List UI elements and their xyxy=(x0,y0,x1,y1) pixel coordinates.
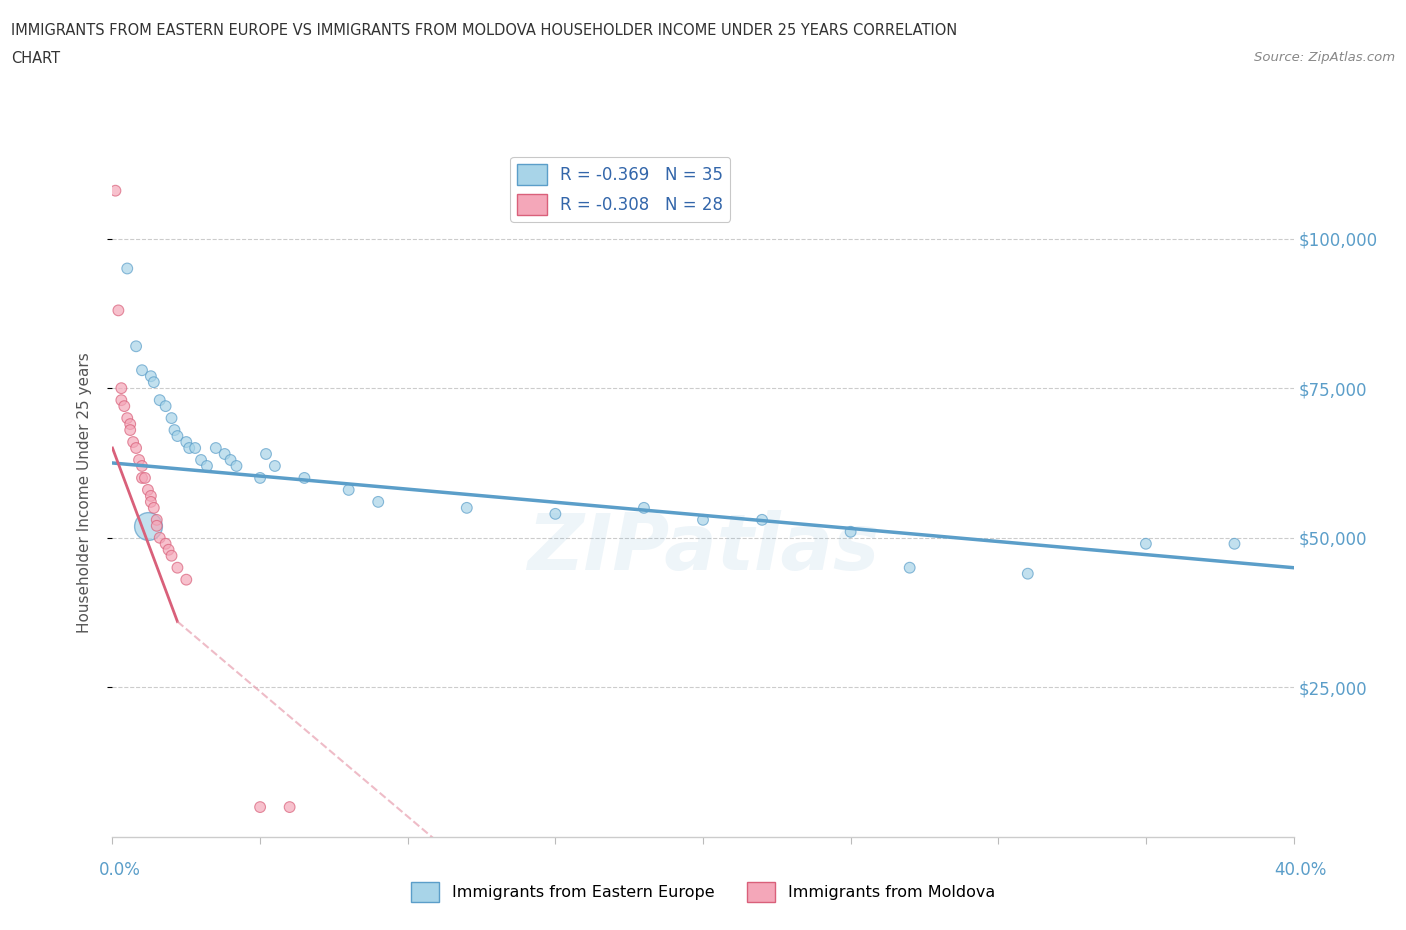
Point xyxy=(278,800,301,815)
Point xyxy=(122,434,145,449)
Point xyxy=(125,339,148,353)
Point xyxy=(149,392,172,407)
Point xyxy=(125,441,148,456)
Point xyxy=(107,303,129,318)
Point xyxy=(157,542,180,557)
Point xyxy=(751,512,773,527)
Point xyxy=(139,495,162,510)
Point xyxy=(166,429,188,444)
Point xyxy=(839,525,862,539)
Point xyxy=(155,399,177,414)
Point xyxy=(131,458,153,473)
Point xyxy=(249,471,271,485)
Point xyxy=(205,441,228,456)
Point xyxy=(134,471,156,485)
Text: IMMIGRANTS FROM EASTERN EUROPE VS IMMIGRANTS FROM MOLDOVA HOUSEHOLDER INCOME UND: IMMIGRANTS FROM EASTERN EUROPE VS IMMIGR… xyxy=(11,23,957,38)
Point xyxy=(160,549,183,564)
Point xyxy=(254,446,277,461)
Text: Source: ZipAtlas.com: Source: ZipAtlas.com xyxy=(1254,51,1395,64)
Point xyxy=(190,453,212,468)
Point xyxy=(214,446,236,461)
Point xyxy=(264,458,287,473)
Point xyxy=(174,434,197,449)
Point xyxy=(120,417,142,432)
Point xyxy=(136,518,159,533)
Point xyxy=(142,500,165,515)
Point xyxy=(136,483,159,498)
Point xyxy=(225,458,247,473)
Y-axis label: Householder Income Under 25 years: Householder Income Under 25 years xyxy=(77,352,91,633)
Text: 0.0%: 0.0% xyxy=(98,860,141,879)
Point xyxy=(184,441,207,456)
Point xyxy=(367,495,389,510)
Point xyxy=(544,507,567,522)
Point xyxy=(128,453,150,468)
Point xyxy=(633,500,655,515)
Point xyxy=(249,800,271,815)
Point xyxy=(163,422,186,437)
Point xyxy=(219,453,242,468)
Point xyxy=(195,458,218,473)
Point xyxy=(155,537,177,551)
Text: CHART: CHART xyxy=(11,51,60,66)
Point xyxy=(112,399,135,414)
Point xyxy=(110,380,132,395)
Text: 40.0%: 40.0% xyxy=(1274,860,1327,879)
Point xyxy=(456,500,478,515)
Point xyxy=(1223,537,1246,551)
Point xyxy=(179,441,201,456)
Point xyxy=(142,375,165,390)
Point xyxy=(104,183,127,198)
Point xyxy=(131,471,153,485)
Point xyxy=(117,261,138,276)
Point xyxy=(120,422,142,437)
Point xyxy=(1017,566,1039,581)
Point xyxy=(292,471,315,485)
Point xyxy=(117,411,138,426)
Point xyxy=(337,483,360,498)
Text: ZIPatlas: ZIPatlas xyxy=(527,510,879,586)
Point xyxy=(110,392,132,407)
Point xyxy=(146,512,169,527)
Point xyxy=(898,560,921,575)
Point xyxy=(131,363,153,378)
Point xyxy=(692,512,714,527)
Point xyxy=(139,369,162,384)
Legend: Immigrants from Eastern Europe, Immigrants from Moldova: Immigrants from Eastern Europe, Immigran… xyxy=(404,876,1002,908)
Point xyxy=(149,530,172,545)
Point xyxy=(146,518,169,533)
Point xyxy=(160,411,183,426)
Point xyxy=(1135,537,1157,551)
Point xyxy=(174,572,197,587)
Legend: R = -0.369   N = 35, R = -0.308   N = 28: R = -0.369 N = 35, R = -0.308 N = 28 xyxy=(510,157,730,221)
Point xyxy=(139,488,162,503)
Point xyxy=(166,560,188,575)
